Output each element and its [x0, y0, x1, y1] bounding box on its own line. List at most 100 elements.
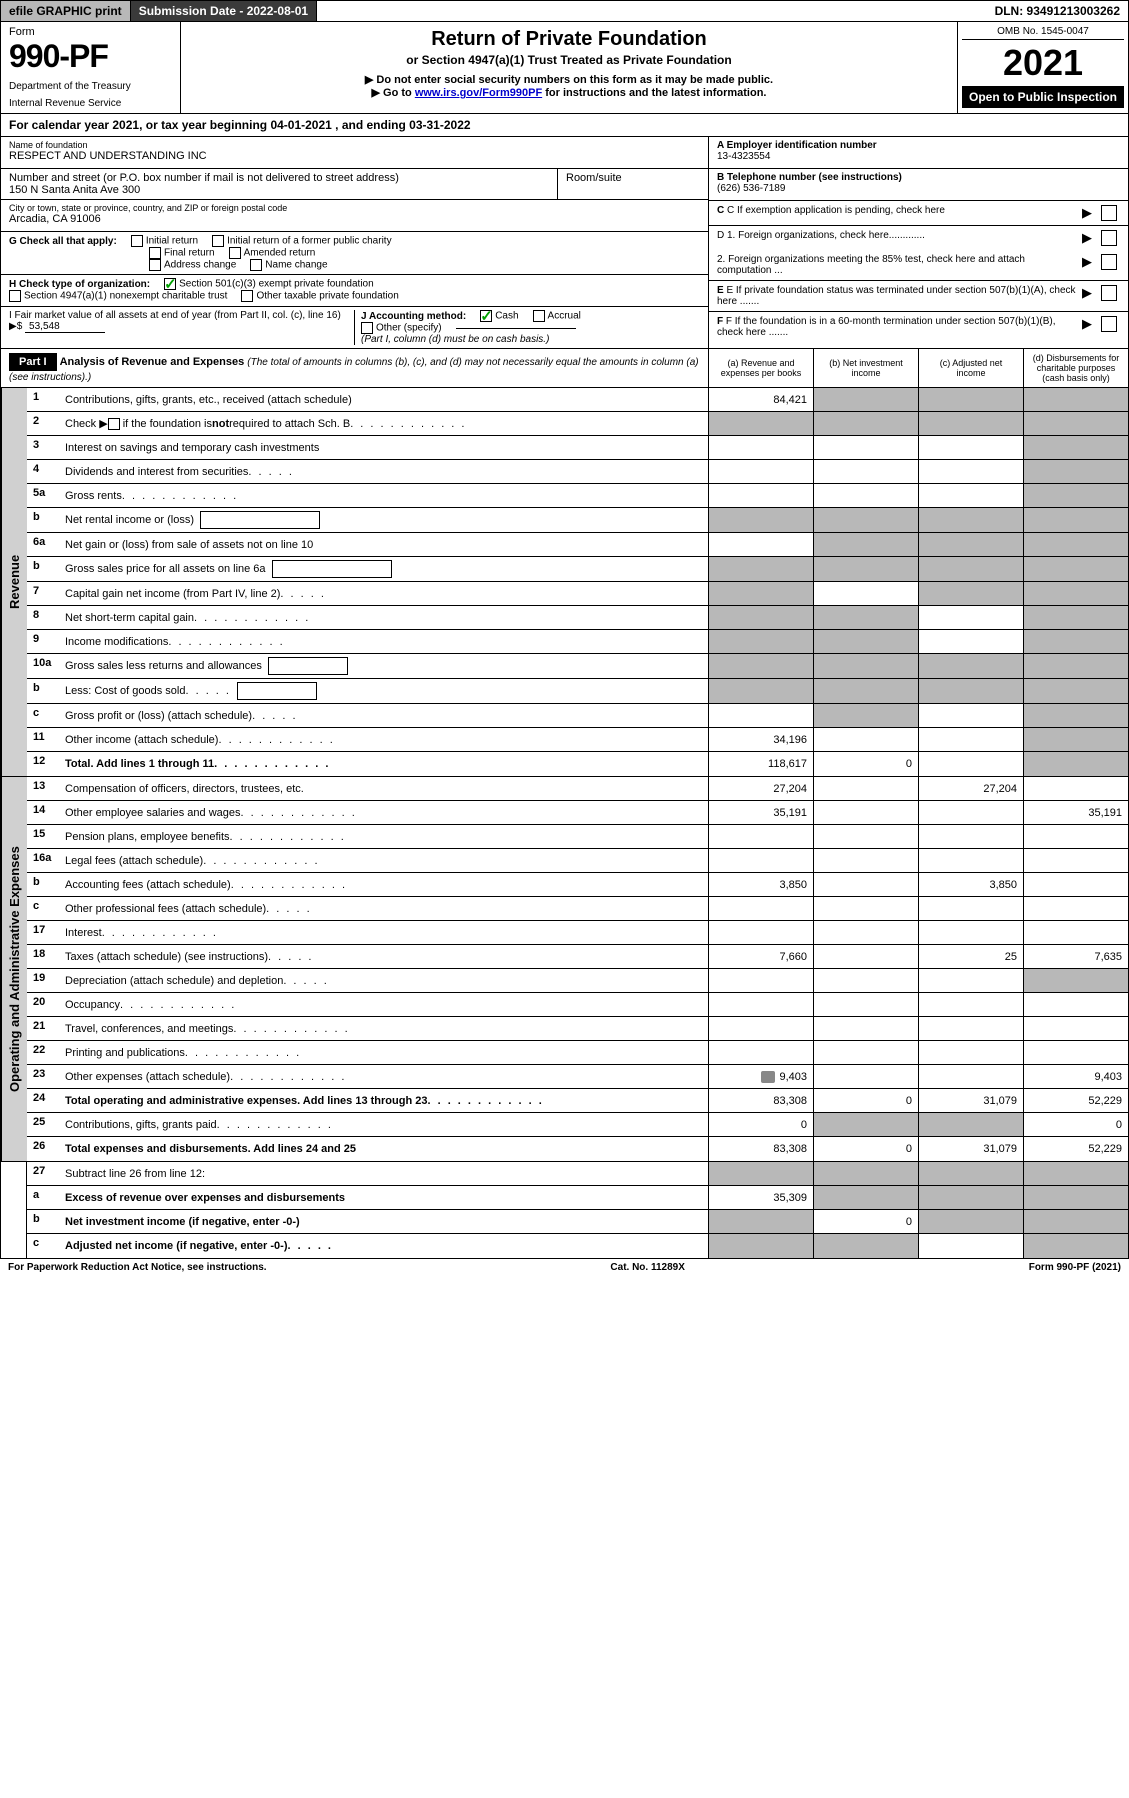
line-27c: Adjusted net income (if negative, enter …	[61, 1234, 708, 1258]
line-10b: Less: Cost of goods sold	[61, 679, 708, 703]
other-method-checkbox[interactable]	[361, 322, 373, 334]
line-8: Net short-term capital gain	[61, 606, 708, 629]
line-12: Total. Add lines 1 through 11	[61, 752, 708, 776]
l12-a: 118,617	[708, 752, 813, 776]
l18-d: 7,635	[1023, 945, 1128, 968]
line-2: Check ▶ if the foundation is not require…	[61, 412, 708, 435]
initial-return-checkbox[interactable]	[131, 235, 143, 247]
line-23: Other expenses (attach schedule)	[61, 1065, 708, 1088]
h-label: H Check type of organization:	[9, 279, 150, 290]
l27b-b: 0	[813, 1210, 918, 1233]
part1-header-row: Part I Analysis of Revenue and Expenses …	[0, 349, 1129, 388]
501c3-checkbox[interactable]	[164, 278, 176, 290]
j-note: (Part I, column (d) must be on cash basi…	[361, 334, 700, 345]
line-22: Printing and publications	[61, 1041, 708, 1064]
dept-line2: Internal Revenue Service	[9, 98, 172, 109]
line-18: Taxes (attach schedule) (see instruction…	[61, 945, 708, 968]
l23-a: 9,403	[708, 1065, 813, 1088]
l13-c: 27,204	[918, 777, 1023, 800]
d1-label: D 1. Foreign organizations, check here..…	[717, 230, 1076, 241]
instruction-1: ▶ Do not enter social security numbers o…	[191, 73, 947, 86]
form-title: Return of Private Foundation	[191, 28, 947, 51]
line-17: Interest	[61, 921, 708, 944]
d1-checkbox[interactable]	[1101, 230, 1117, 246]
l24-a: 83,308	[708, 1089, 813, 1112]
l25-d: 0	[1023, 1113, 1128, 1136]
footer-center: Cat. No. 11289X	[610, 1262, 684, 1273]
l24-b: 0	[813, 1089, 918, 1112]
line-15: Pension plans, employee benefits	[61, 825, 708, 848]
line-7: Capital gain net income (from Part IV, l…	[61, 582, 708, 605]
irs-link[interactable]: www.irs.gov/Form990PF	[415, 87, 542, 99]
name-change-checkbox[interactable]	[250, 259, 262, 271]
l16b-a: 3,850	[708, 873, 813, 896]
line-4: Dividends and interest from securities	[61, 460, 708, 483]
initial-public-checkbox[interactable]	[212, 235, 224, 247]
calendar-year-line: For calendar year 2021, or tax year begi…	[0, 114, 1129, 137]
org-info-grid: Name of foundation RESPECT AND UNDERSTAN…	[0, 137, 1129, 349]
l25-a: 0	[708, 1113, 813, 1136]
top-bar: efile GRAPHIC print Submission Date - 20…	[0, 0, 1129, 22]
form-subtitle: or Section 4947(a)(1) Trust Treated as P…	[191, 53, 947, 67]
line-19: Depreciation (attach schedule) and deple…	[61, 969, 708, 992]
expenses-section: Operating and Administrative Expenses 13…	[0, 777, 1129, 1162]
col-c-header: (c) Adjusted net income	[918, 349, 1023, 387]
footer-left: For Paperwork Reduction Act Notice, see …	[8, 1262, 267, 1273]
line-3: Interest on savings and temporary cash i…	[61, 436, 708, 459]
form-number: 990-PF	[9, 38, 172, 75]
page-footer: For Paperwork Reduction Act Notice, see …	[0, 1259, 1129, 1276]
g-label: G Check all that apply:	[9, 236, 117, 247]
l24-c: 31,079	[918, 1089, 1023, 1112]
instruction-2: ▶ Go to www.irs.gov/Form990PF for instru…	[191, 86, 947, 99]
f-checkbox[interactable]	[1101, 316, 1117, 332]
schb-checkbox[interactable]	[108, 418, 120, 430]
phone-value: (626) 536-7189	[717, 183, 1120, 194]
l18-a: 7,660	[708, 945, 813, 968]
form-header: Form 990-PF Department of the Treasury I…	[0, 22, 1129, 114]
line-25: Contributions, gifts, grants paid	[61, 1113, 708, 1136]
amended-return-checkbox[interactable]	[229, 247, 241, 259]
c-checkbox[interactable]	[1101, 205, 1117, 221]
l27a-a: 35,309	[708, 1186, 813, 1209]
fmv-value: 53,548	[25, 321, 105, 333]
part1-title: Analysis of Revenue and Expenses	[60, 356, 245, 368]
line-10c: Gross profit or (loss) (attach schedule)	[61, 704, 708, 727]
city-state-zip: Arcadia, CA 91006	[9, 213, 700, 225]
line-11: Other income (attach schedule)	[61, 728, 708, 751]
line-6a: Net gain or (loss) from sale of assets n…	[61, 533, 708, 556]
cash-checkbox[interactable]	[480, 310, 492, 322]
city-label: City or town, state or province, country…	[9, 203, 700, 213]
street-address: 150 N Santa Anita Ave 300	[9, 184, 549, 196]
attachment-icon[interactable]	[761, 1071, 775, 1083]
line-5b: Net rental income or (loss)	[61, 508, 708, 532]
l23-d: 9,403	[1023, 1065, 1128, 1088]
footer-right: Form 990-PF (2021)	[1029, 1262, 1121, 1273]
part1-badge: Part I	[9, 353, 57, 371]
other-taxable-checkbox[interactable]	[241, 290, 253, 302]
ein-label: A Employer identification number	[717, 140, 1120, 151]
l18-c: 25	[918, 945, 1023, 968]
l26-a: 83,308	[708, 1137, 813, 1161]
submission-date: Submission Date - 2022-08-01	[131, 1, 317, 21]
final-return-checkbox[interactable]	[149, 247, 161, 259]
dept-line1: Department of the Treasury	[9, 81, 172, 92]
accrual-checkbox[interactable]	[533, 310, 545, 322]
line-16b: Accounting fees (attach schedule)	[61, 873, 708, 896]
l26-d: 52,229	[1023, 1137, 1128, 1161]
l14-d: 35,191	[1023, 801, 1128, 824]
efile-print-button[interactable]: efile GRAPHIC print	[1, 1, 131, 21]
line-6b: Gross sales price for all assets on line…	[61, 557, 708, 581]
l16b-c: 3,850	[918, 873, 1023, 896]
l12-b: 0	[813, 752, 918, 776]
e-checkbox[interactable]	[1101, 285, 1117, 301]
line-27a: Excess of revenue over expenses and disb…	[61, 1186, 708, 1209]
c-label: C C If exemption application is pending,…	[717, 205, 1076, 216]
4947-checkbox[interactable]	[9, 290, 21, 302]
line-20: Occupancy	[61, 993, 708, 1016]
name-label: Name of foundation	[9, 140, 700, 150]
col-b-header: (b) Net investment income	[813, 349, 918, 387]
d2-checkbox[interactable]	[1101, 254, 1117, 270]
address-change-checkbox[interactable]	[149, 259, 161, 271]
d2-label: 2. Foreign organizations meeting the 85%…	[717, 254, 1076, 276]
revenue-side-label: Revenue	[1, 388, 27, 776]
